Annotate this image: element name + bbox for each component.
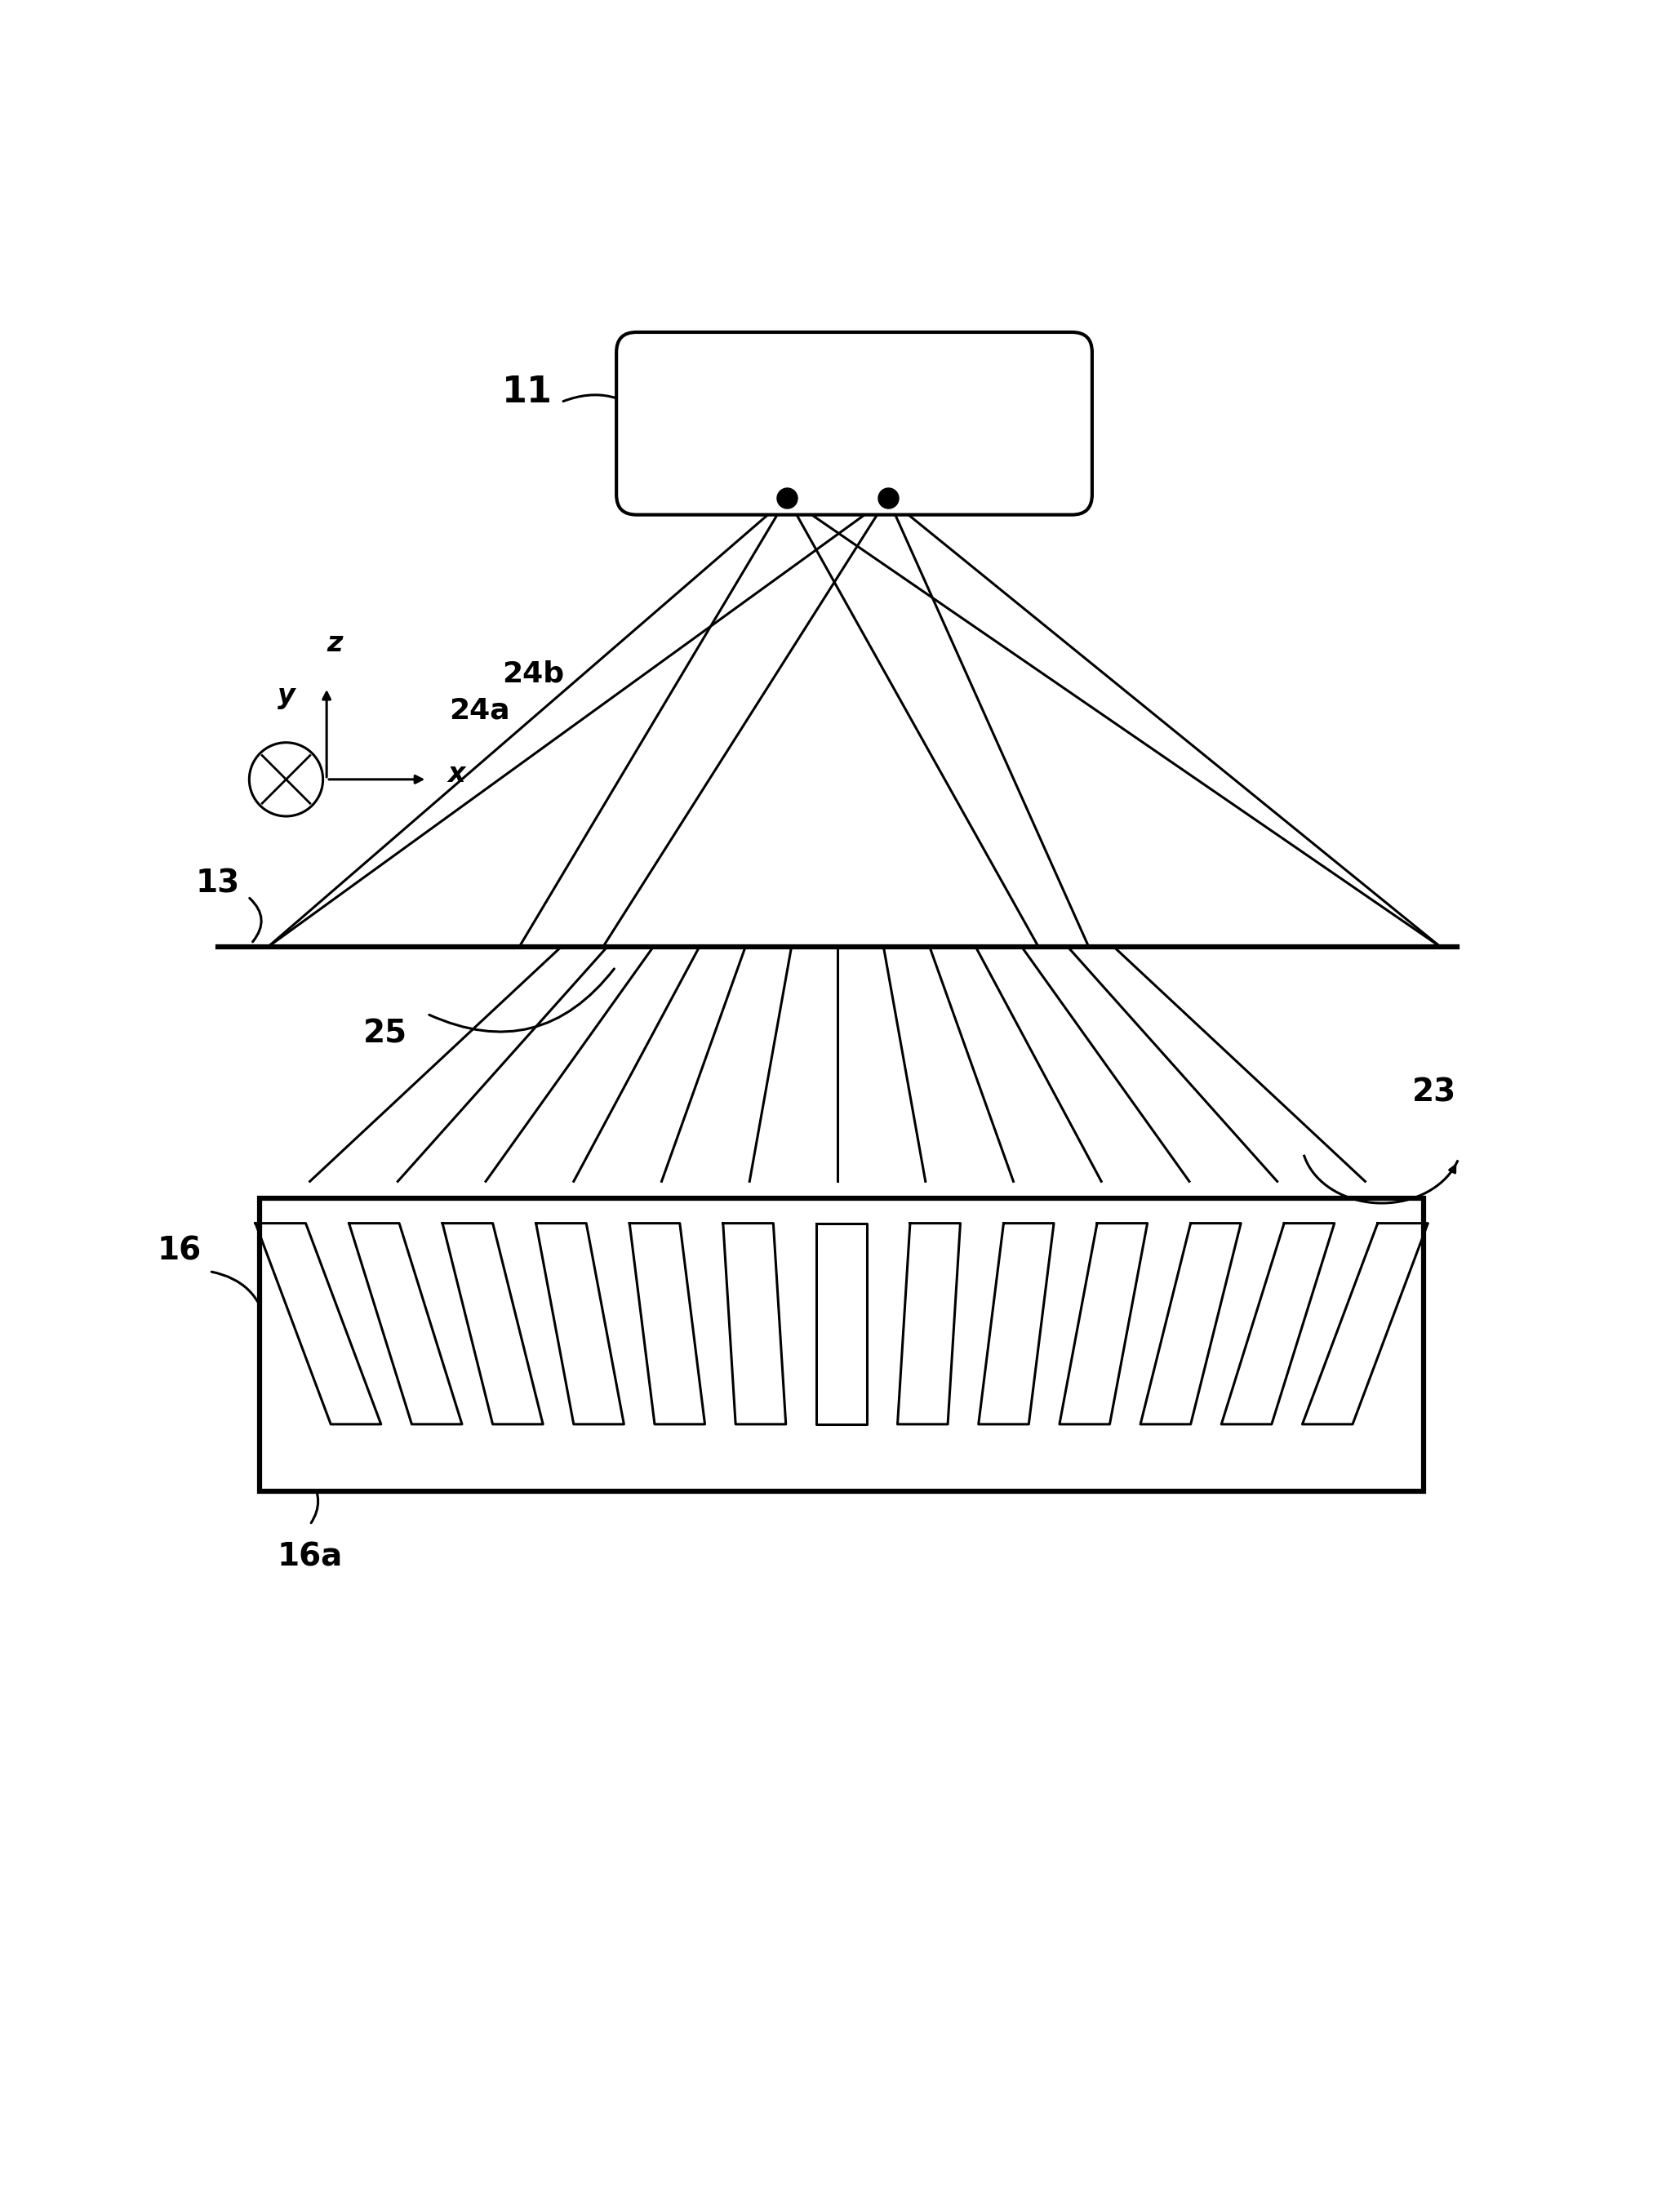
Text: 25: 25: [363, 1018, 407, 1048]
Text: 23: 23: [1412, 1077, 1456, 1108]
Text: 13: 13: [196, 867, 240, 898]
Text: 11a: 11a: [749, 436, 809, 465]
Text: 11: 11: [502, 374, 553, 409]
Text: x: x: [447, 761, 464, 787]
Text: 11b: 11b: [864, 436, 928, 465]
Text: 16a: 16a: [276, 1542, 343, 1573]
Text: 16: 16: [157, 1234, 201, 1267]
Text: y: y: [278, 681, 295, 710]
Text: z: z: [327, 630, 343, 657]
Bar: [260, 1199, 1424, 1491]
FancyBboxPatch shape: [616, 332, 1092, 515]
Text: 24a: 24a: [449, 697, 509, 726]
Text: 24b: 24b: [502, 659, 564, 688]
